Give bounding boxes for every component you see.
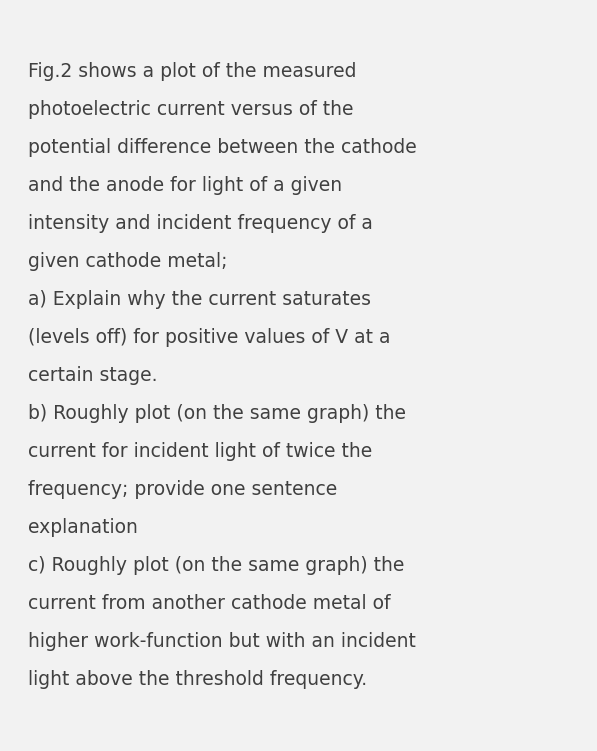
Text: Fig.2 shows a plot of the measured: Fig.2 shows a plot of the measured — [28, 62, 356, 81]
Text: b) Roughly plot (on the same graph) the: b) Roughly plot (on the same graph) the — [28, 404, 406, 423]
Text: given cathode metal;: given cathode metal; — [28, 252, 227, 271]
Text: photoelectric current versus of the: photoelectric current versus of the — [28, 100, 353, 119]
Text: explanation: explanation — [28, 518, 138, 537]
Text: higher work-function but with an incident: higher work-function but with an inciden… — [28, 632, 416, 651]
Text: current for incident light of twice the: current for incident light of twice the — [28, 442, 373, 461]
Text: potential difference between the cathode: potential difference between the cathode — [28, 138, 417, 157]
Text: intensity and incident frequency of a: intensity and incident frequency of a — [28, 214, 373, 233]
Text: (levels off) for positive values of V at a: (levels off) for positive values of V at… — [28, 328, 390, 347]
Text: c) Roughly plot (on the same graph) the: c) Roughly plot (on the same graph) the — [28, 556, 404, 575]
Text: certain stage.: certain stage. — [28, 366, 158, 385]
Text: frequency; provide one sentence: frequency; provide one sentence — [28, 480, 337, 499]
Text: light above the threshold frequency.: light above the threshold frequency. — [28, 670, 367, 689]
Text: a) Explain why the current saturates: a) Explain why the current saturates — [28, 290, 371, 309]
Text: current from another cathode metal of: current from another cathode metal of — [28, 594, 390, 613]
Text: and the anode for light of a given: and the anode for light of a given — [28, 176, 342, 195]
